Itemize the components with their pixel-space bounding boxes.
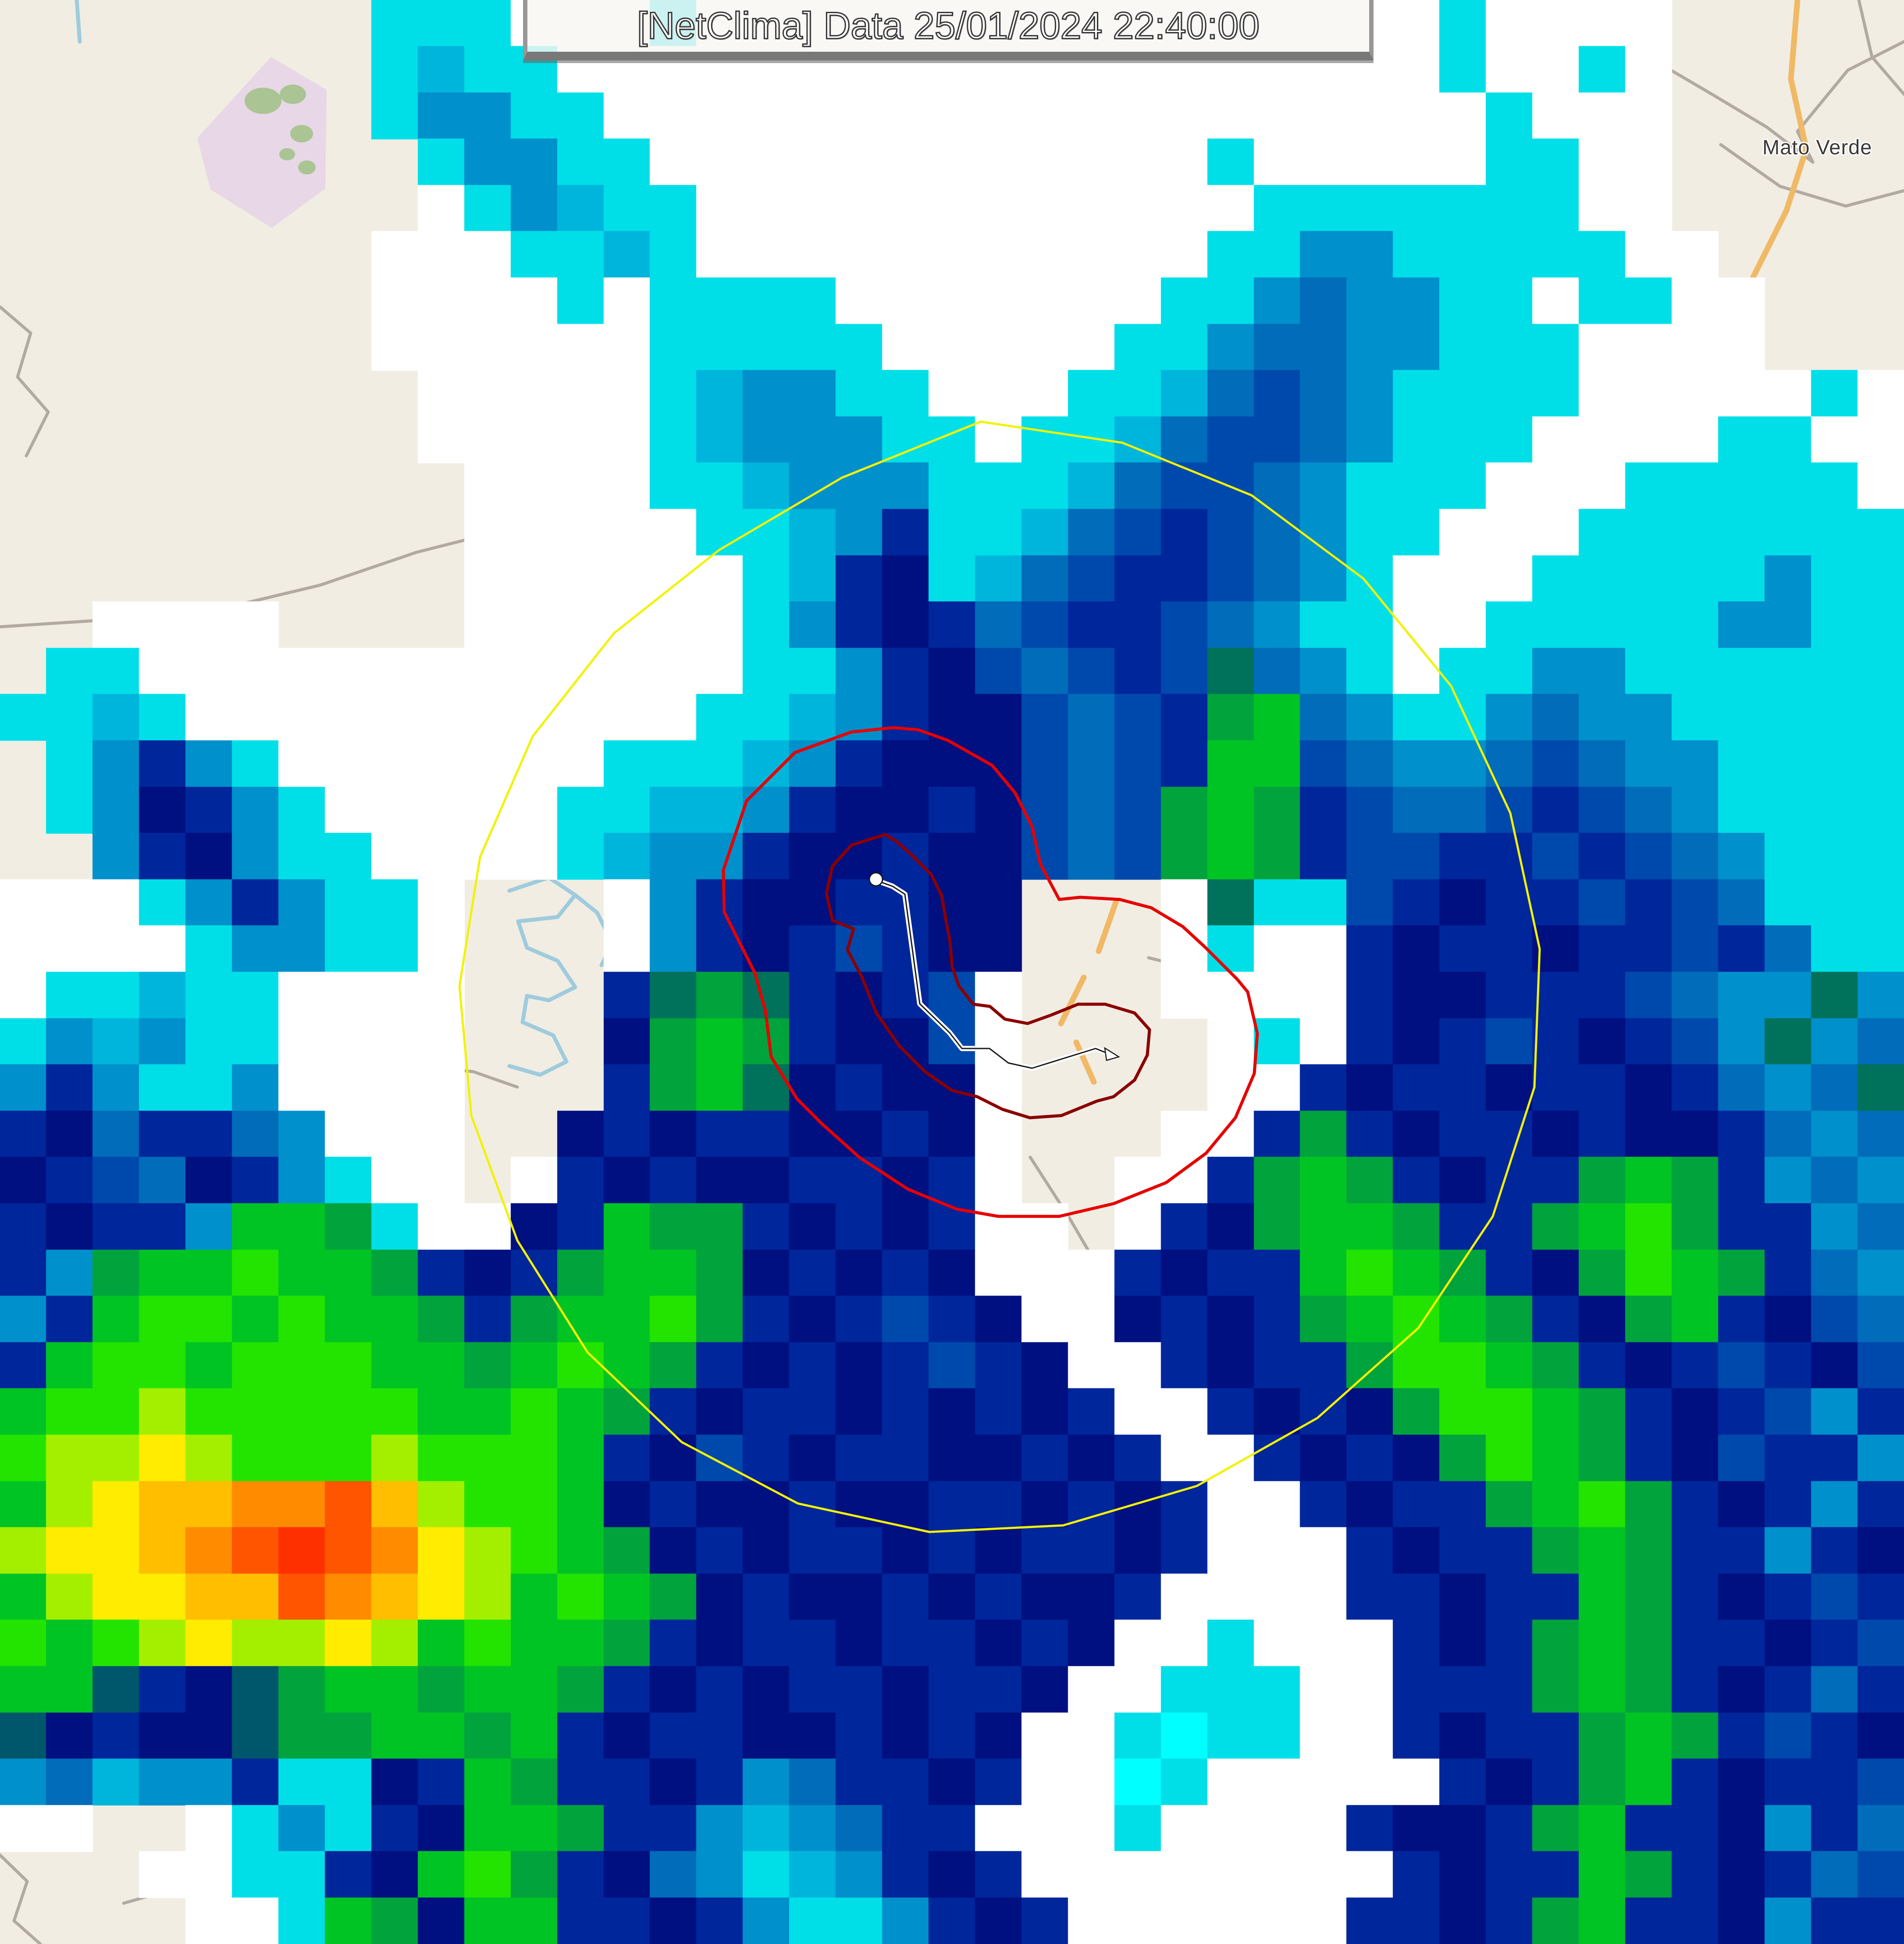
timestamp-text: [NetClima] Data 25/01/2024 22:40:00 bbox=[637, 4, 1260, 47]
storm-core-contour bbox=[825, 833, 1151, 1119]
storm-track-halo bbox=[874, 878, 1110, 1071]
place-label: Mato Verde bbox=[1762, 135, 1872, 159]
track-start-marker bbox=[868, 872, 883, 887]
storm-track-line bbox=[876, 880, 1108, 1069]
timestamp-banner: [NetClima] Data 25/01/2024 22:40:00 bbox=[523, 0, 1374, 60]
storm-contour bbox=[722, 726, 1259, 1218]
range-ring bbox=[458, 420, 1541, 1533]
track-end-arrow bbox=[1104, 1047, 1121, 1061]
